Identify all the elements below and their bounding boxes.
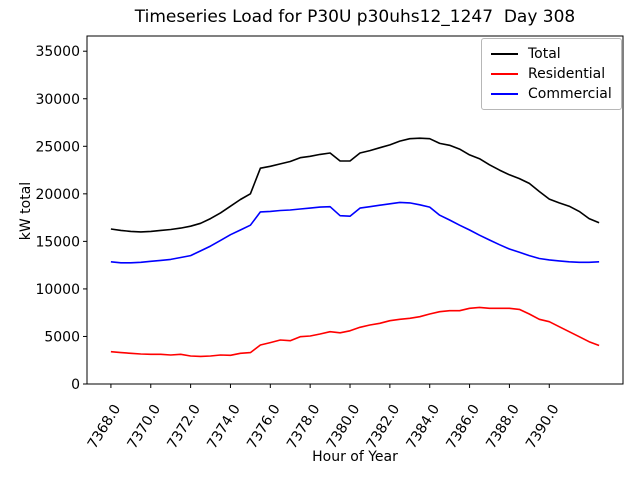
- chart-title: Timeseries Load for P30U p30uhs12_1247 D…: [134, 7, 576, 27]
- series-line-commercial: [110, 201, 600, 264]
- x-tick-label: 7370.0: [125, 402, 165, 452]
- y-tick-label: 35000: [35, 44, 80, 60]
- x-tick-label: 7386.0: [443, 402, 483, 452]
- series-line-total: [110, 137, 600, 233]
- y-tick-label: 25000: [35, 139, 80, 155]
- series-line-residential: [110, 306, 600, 358]
- x-tick-label: 7390.0: [523, 402, 563, 452]
- y-tick-label: 30000: [35, 92, 80, 108]
- residential-line-sample-icon: [491, 73, 518, 75]
- x-tick-label: 7368.0: [85, 402, 125, 452]
- legend: Total Residential Commercial: [481, 38, 622, 110]
- legend-entry-commercial: Commercial: [491, 85, 613, 103]
- x-tick-label: 7382.0: [364, 402, 404, 452]
- legend-label-residential: Residential: [528, 66, 606, 82]
- commercial-line-sample-icon: [491, 93, 518, 95]
- axes-frame: [86, 35, 624, 385]
- legend-label-total: Total: [528, 46, 561, 62]
- y-tick-label: 10000: [35, 282, 80, 298]
- y-tick-label: 15000: [35, 234, 80, 250]
- x-tick-label: 7372.0: [164, 402, 204, 452]
- x-tick-label: 7384.0: [404, 402, 444, 452]
- y-tick-label: 5000: [44, 329, 80, 345]
- x-tick-label: 7388.0: [483, 402, 523, 452]
- x-axis-label: Hour of Year: [312, 449, 398, 465]
- y-axis-label: kW total: [18, 181, 34, 241]
- y-tick-label: 0: [71, 377, 80, 393]
- x-tick-label: 7374.0: [204, 402, 244, 452]
- legend-entry-residential: Residential: [491, 65, 613, 83]
- total-line-sample-icon: [491, 53, 518, 55]
- x-tick-label: 7380.0: [324, 402, 364, 452]
- x-tick-label: 7376.0: [244, 402, 284, 452]
- legend-label-commercial: Commercial: [528, 86, 612, 102]
- x-tick-label: 7378.0: [284, 402, 324, 452]
- y-tick-label: 20000: [35, 187, 80, 203]
- legend-entry-total: Total: [491, 45, 613, 63]
